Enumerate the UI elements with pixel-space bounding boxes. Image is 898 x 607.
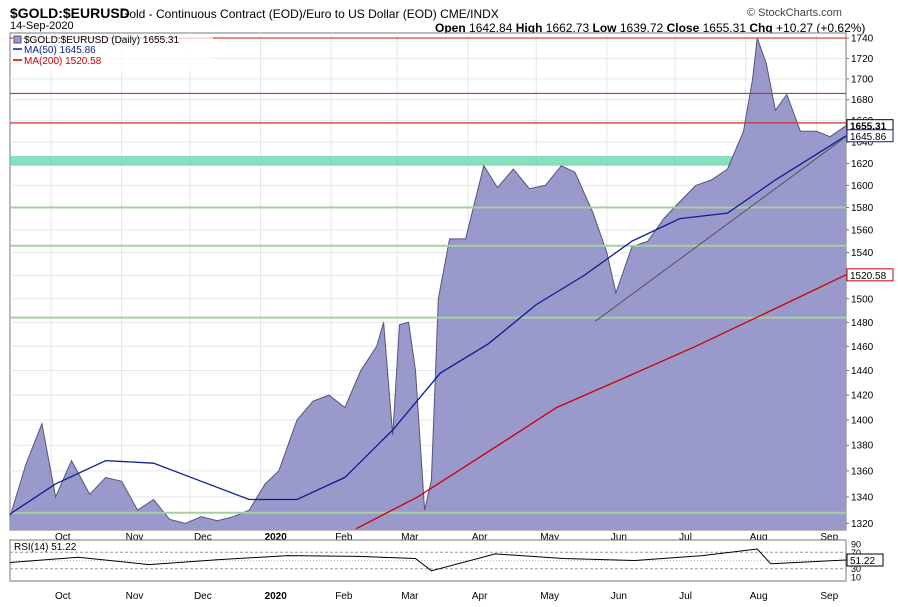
rsi-tick-10: 10: [851, 572, 861, 582]
close-tag: 1655.31: [850, 122, 887, 133]
y-tick-label-1480: 1480: [851, 318, 874, 329]
low-label: Low: [592, 21, 617, 35]
y-tick-label-1500: 1500: [851, 294, 874, 305]
x-tick-label-bottom-2020: 2020: [265, 591, 288, 602]
y-tick-label-1400: 1400: [851, 415, 874, 426]
brand-logo[interactable]: © StockCharts.com: [747, 7, 842, 19]
ohlc-bar: Open 1642.84 High 1662.73 Low 1639.72 Cl…: [435, 21, 865, 35]
y-tick-label-1440: 1440: [851, 366, 874, 377]
y-tick-label-1740: 1740: [851, 34, 874, 45]
price-area: [9, 37, 847, 530]
chg-label: Chg: [749, 21, 773, 35]
x-axis-bottom: Oct Nov Dec 2020 Feb Mar Apr May Jun Jul Aug Sep: [55, 591, 839, 602]
legend-ma50: MA(50) 1645.86: [24, 45, 96, 56]
x-tick-label-bottom-Dec: Dec: [194, 591, 212, 602]
x-tick-label-Jul: Jul: [679, 532, 692, 543]
x-axis: Oct Nov Dec 2020 Feb Mar Apr May Jun Jul Aug Sep: [55, 532, 839, 543]
legend-price-swatch: [13, 35, 22, 44]
x-tick-label-Sep: Sep: [820, 532, 838, 543]
x-tick-label-Dec: Dec: [194, 532, 212, 543]
rsi-tick-30: 30: [851, 564, 861, 574]
x-tick-label-2020: 2020: [265, 532, 288, 543]
price-area-fill: [10, 38, 846, 530]
ma50-line: [9, 135, 847, 515]
open-value: 1642.84: [469, 21, 513, 35]
y-tick-label-1620: 1620: [851, 159, 874, 170]
x-tick-label-Apr: Apr: [472, 532, 488, 543]
x-tick-label-bottom-Oct: Oct: [55, 591, 71, 602]
y-tick-label-1560: 1560: [851, 225, 874, 236]
moving-averages: [9, 135, 847, 530]
y-tick-label-1540: 1540: [851, 248, 874, 259]
legend: $GOLD:$EURUSD (Daily) 1655.31 MA(50) 164…: [13, 34, 213, 70]
y-tick-label-1380: 1380: [851, 441, 874, 452]
chart-date: 14-Sep-2020: [10, 20, 74, 32]
y-tick-label-1680: 1680: [851, 95, 874, 106]
open-label: Open: [435, 21, 466, 35]
y-tick-label-1720: 1720: [851, 54, 874, 65]
rsi-line: [9, 548, 847, 572]
x-tick-label-Oct: Oct: [55, 532, 71, 543]
rsi-tick-90: 90: [851, 540, 861, 550]
ma200-line: [355, 274, 847, 530]
low-value: 1639.72: [619, 21, 664, 35]
y-tick-label-1360: 1360: [851, 466, 874, 477]
close-label: Close: [666, 21, 700, 35]
y-tick-label-1340: 1340: [851, 492, 874, 503]
rsi-value-tag: 51.22: [850, 556, 875, 567]
y-tick-label-1600: 1600: [851, 181, 874, 192]
x-tick-label-bottom-Mar: Mar: [401, 591, 419, 602]
legend-price: $GOLD:$EURUSD (Daily) 1655.31: [24, 35, 179, 46]
price-line: [9, 37, 847, 524]
trendline-group: [595, 136, 847, 322]
high-label: High: [515, 21, 543, 35]
ma50-tag: 1645.86: [850, 132, 887, 143]
chg-value: +10.27 (+0.62%): [776, 21, 866, 35]
symbol-title: $GOLD:$EURUSD: [10, 5, 130, 21]
rsi-plot: [9, 548, 847, 572]
y-tick-label-1460: 1460: [851, 342, 874, 353]
x-tick-label-bottom-Apr: Apr: [472, 591, 488, 602]
x-tick-label-bottom-Jul: Jul: [679, 591, 692, 602]
trendline-0: [595, 136, 847, 322]
x-tick-label-bottom-Aug: Aug: [750, 591, 768, 602]
y-axis: 1320 1340 1360 1380 1400 1420 1440 1460 1480 1500…: [846, 34, 874, 530]
x-tick-label-Mar: Mar: [401, 532, 419, 543]
close-value: 1655.31: [702, 21, 746, 35]
y-tick-label-1700: 1700: [851, 74, 874, 85]
high-value: 1662.73: [545, 21, 590, 35]
x-tick-label-bottom-Feb: Feb: [335, 591, 353, 602]
x-tick-label-Nov: Nov: [126, 532, 144, 543]
support-zone-0: [10, 155, 846, 166]
rsi-label: RSI(14) 51.22: [14, 542, 77, 553]
y-tick-label-1320: 1320: [851, 519, 874, 530]
description-text: Gold - Continuous Contract (EOD)/Euro to…: [120, 7, 437, 21]
ma50-tag-box: [846, 129, 894, 143]
y-tick-label-1420: 1420: [851, 391, 874, 402]
x-tick-label-bottom-May: May: [540, 591, 559, 602]
support-zones: [10, 155, 846, 166]
x-tick-label-bottom-Nov: Nov: [126, 591, 144, 602]
y-tick-label-1580: 1580: [851, 203, 874, 214]
description: Gold - Continuous Contract (EOD)/Euro to…: [120, 7, 499, 21]
rsi-value-box: [846, 553, 884, 567]
ma200-tag-box: [846, 268, 894, 282]
x-tick-label-bottom-Jun: Jun: [611, 591, 627, 602]
x-tick-label-Feb: Feb: [335, 532, 353, 543]
x-tick-label-Jun: Jun: [611, 532, 627, 543]
rsi-tick-70: 70: [851, 548, 861, 558]
rsi-panel: [9, 539, 847, 582]
x-tick-label-May: May: [540, 532, 559, 543]
y-tick-label-1640: 1640: [851, 138, 874, 149]
exchange: CME/INDX: [440, 7, 499, 21]
x-tick-label-bottom-Sep: Sep: [820, 591, 838, 602]
ma200-tag: 1520.58: [850, 271, 887, 282]
x-tick-label-Aug: Aug: [750, 532, 768, 543]
legend-ma200: MA(200) 1520.58: [24, 56, 102, 67]
